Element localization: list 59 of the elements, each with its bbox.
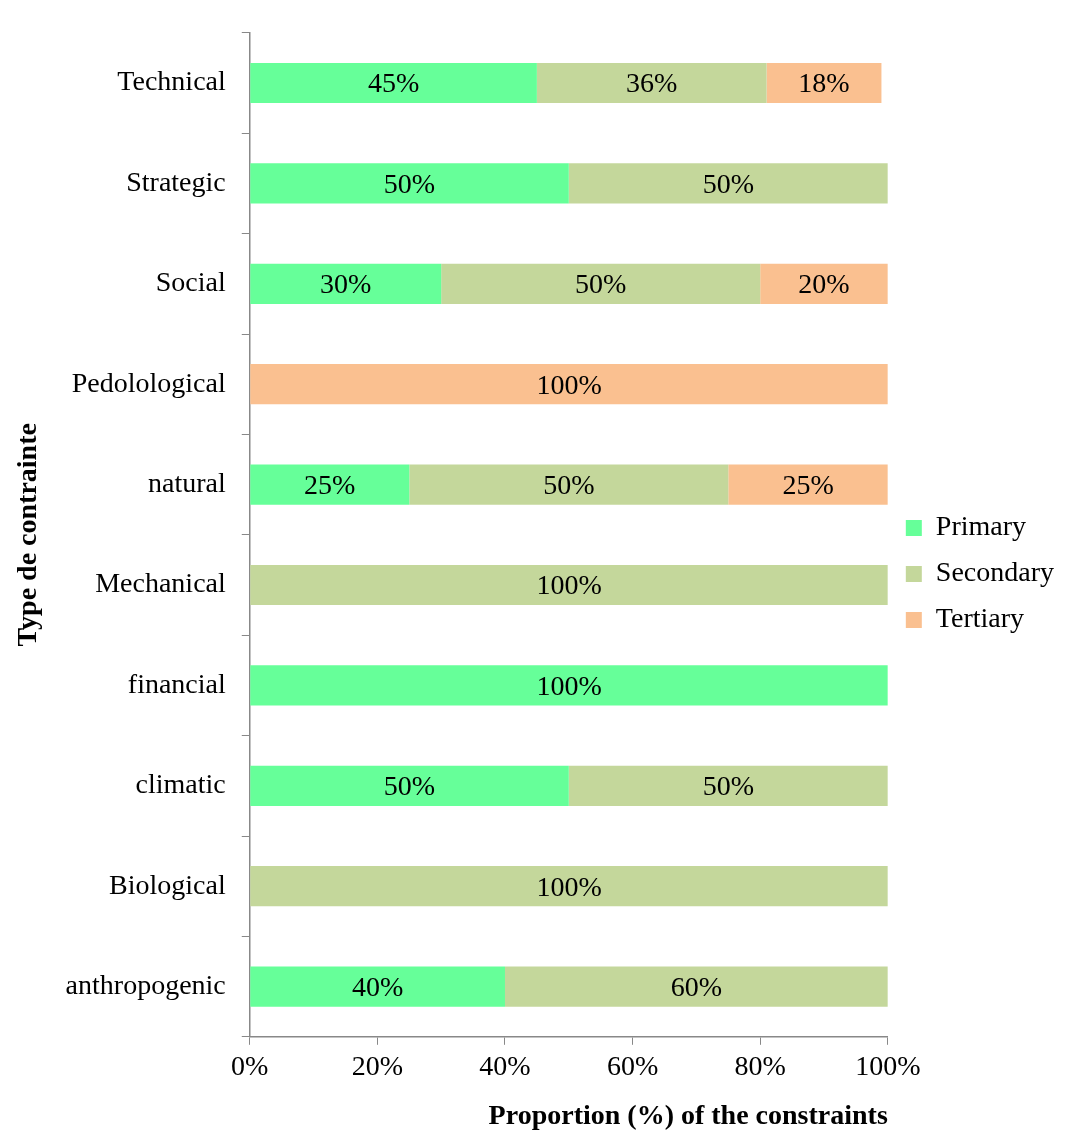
data-label: 36%: [626, 67, 678, 99]
bar: [250, 966, 505, 1007]
y-tick-label: natural: [148, 466, 226, 498]
data-label: 45%: [367, 67, 420, 99]
bar: [760, 263, 888, 304]
x-tick-label: 40%: [479, 1049, 531, 1081]
bar: [568, 765, 888, 806]
y-tick-label: Mechanical: [95, 567, 226, 599]
bar: [250, 364, 888, 405]
bar: [250, 62, 537, 104]
data-label: 50%: [575, 268, 627, 300]
bar: [250, 163, 569, 204]
x-tick-label: 60%: [606, 1049, 659, 1081]
y-tick-label: financial: [127, 667, 226, 699]
data-label: 100%: [536, 368, 602, 400]
legend-label: Tertiary: [935, 602, 1025, 634]
y-tick-label: Biological: [109, 868, 226, 900]
bar: [766, 62, 882, 104]
y-tick-label: Pedolological: [71, 366, 226, 398]
bar: [250, 866, 888, 907]
y-tick-label: climatic: [135, 768, 226, 800]
x-axis-title: Proportion (%) of the constraints: [488, 1099, 888, 1131]
bar: [250, 263, 442, 304]
data-label: 100%: [536, 870, 602, 902]
bar: [504, 966, 888, 1007]
x-tick-label: 80%: [734, 1049, 786, 1081]
y-tick-label: Social: [155, 266, 226, 298]
legend-label: Primary: [935, 510, 1027, 542]
bar: [250, 765, 569, 806]
data-label: 25%: [782, 468, 834, 500]
bar: [250, 665, 888, 706]
x-tick-label: 100%: [855, 1049, 921, 1081]
bar: [250, 564, 888, 606]
bar: [250, 464, 410, 505]
data-label: 60%: [670, 970, 723, 1002]
data-label: 100%: [536, 569, 602, 601]
x-tick-label: 20%: [351, 1049, 404, 1081]
data-label: 25%: [304, 468, 356, 500]
bar: [728, 464, 888, 505]
data-label: 50%: [383, 770, 436, 802]
y-tick-label: Strategic: [126, 165, 226, 197]
data-label: 40%: [351, 970, 404, 1002]
bar: [568, 163, 888, 204]
data-label: 18%: [798, 67, 850, 99]
data-label: 50%: [702, 770, 754, 802]
y-tick-label: anthropogenic: [65, 968, 226, 1000]
y-tick-label: Technical: [117, 65, 226, 97]
data-label: 30%: [320, 268, 372, 300]
bar: [409, 464, 729, 505]
data-label: 100%: [536, 669, 602, 701]
y-axis-title: Type de contrainte: [11, 423, 43, 647]
data-label: 50%: [702, 167, 754, 199]
data-label: 50%: [543, 468, 595, 500]
bar: [441, 263, 761, 304]
legend-label: Secondary: [935, 556, 1055, 588]
bar: [536, 62, 767, 104]
x-tick-label: 0%: [231, 1049, 269, 1081]
data-label: 20%: [798, 268, 850, 300]
data-label: 50%: [383, 167, 436, 199]
